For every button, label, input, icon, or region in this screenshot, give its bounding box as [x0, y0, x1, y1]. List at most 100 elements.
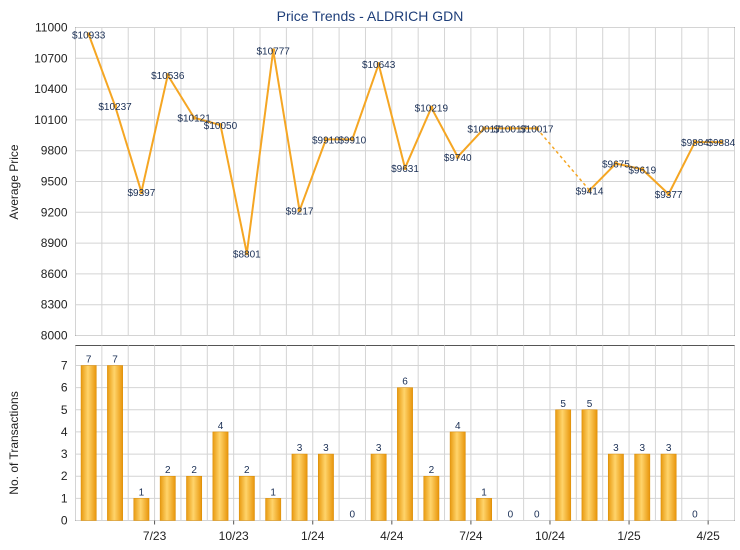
price-line-segment — [588, 162, 617, 192]
transactions-ytick-label: 5 — [61, 403, 68, 417]
chart-title: Price Trends - ALDRICH GDN — [277, 8, 464, 24]
price-data-label: $10237 — [98, 102, 132, 113]
price-data-label: $10050 — [204, 121, 238, 132]
price-point — [455, 154, 460, 159]
transaction-bar-label: 3 — [376, 443, 382, 454]
transaction-bar-label: 6 — [402, 377, 408, 388]
transaction-bar — [318, 453, 334, 521]
price-point — [86, 32, 91, 37]
transactions-xtick-label: 7/23 — [143, 529, 167, 543]
price-data-label: $9377 — [655, 190, 683, 201]
price-data-label: $9217 — [286, 207, 314, 218]
transactions-xtick-label: 7/24 — [459, 529, 483, 543]
price-line-segment — [87, 34, 116, 107]
price-data-label: $9675 — [602, 160, 630, 171]
transaction-bar-label: 1 — [270, 487, 276, 498]
price-ytick-label: 8000 — [41, 329, 68, 343]
transaction-bar-label: 7 — [112, 355, 118, 366]
price-point — [692, 140, 697, 145]
price-data-label: $10017 — [467, 124, 501, 135]
transaction-bar — [476, 498, 492, 521]
transaction-bar-label: 2 — [165, 465, 171, 476]
transaction-bar — [555, 409, 572, 521]
transaction-bar — [238, 475, 255, 521]
price-point — [376, 62, 381, 67]
transaction-bar-label: 4 — [455, 421, 461, 432]
price-point — [429, 105, 434, 110]
transactions-xtick-label: 4/25 — [696, 529, 720, 543]
price-line-segment — [404, 107, 433, 169]
price-data-label: $10777 — [257, 46, 291, 57]
transaction-bar-label: 0 — [349, 510, 355, 521]
transactions-xtick-label: 10/23 — [219, 529, 249, 543]
transaction-bar-label: 3 — [613, 443, 619, 454]
price-line-segment — [245, 50, 275, 254]
price-line-segment — [430, 107, 459, 158]
price-point — [165, 73, 170, 78]
transaction-bar-label: 2 — [429, 465, 435, 476]
price-data-label: $9619 — [628, 165, 656, 176]
price-data-label: $9414 — [576, 186, 604, 197]
price-point — [666, 192, 671, 197]
transaction-bar — [133, 498, 150, 521]
transactions-ytick-label: 2 — [61, 469, 68, 483]
transaction-bar — [397, 387, 413, 521]
transactions-ytick-label: 4 — [61, 425, 68, 439]
price-line-gap-segment — [536, 127, 591, 191]
price-data-label: $10933 — [72, 30, 106, 41]
transactions-plot: 0 1 2 3 4 5 6 7 No. of Transactions 7 7 1 2 2 4 2 1 3 3 0… — [7, 345, 735, 543]
price-point — [297, 208, 302, 213]
price-point — [508, 126, 513, 131]
price-ytick-label: 8600 — [41, 267, 68, 281]
price-data-label: $10121 — [177, 114, 211, 125]
price-point — [350, 137, 355, 142]
price-line-segment — [193, 116, 221, 126]
transactions-xtick-label: 10/24 — [535, 529, 565, 543]
transaction-bar-label: 0 — [692, 510, 698, 521]
price-data-label: $8801 — [233, 249, 261, 260]
price-ytick-label: 9200 — [41, 205, 68, 219]
price-point — [244, 251, 249, 256]
price-ytick-label: 9500 — [41, 175, 68, 189]
price-ytick-label: 10100 — [34, 113, 68, 127]
price-line-segment — [641, 168, 670, 195]
price-data-label: $9884 — [707, 138, 735, 149]
transaction-bar-label: 3 — [666, 443, 672, 454]
transaction-bar-label: 5 — [587, 399, 593, 410]
price-ytick-label: 8900 — [41, 236, 68, 250]
price-data-label: $10017 — [520, 124, 554, 135]
price-data-label: $9631 — [391, 164, 419, 175]
price-point — [139, 190, 144, 195]
price-line-segment — [219, 124, 248, 254]
transaction-bar-label: 0 — [508, 510, 514, 521]
transaction-bar — [212, 431, 229, 521]
price-data-label: $9884 — [681, 138, 709, 149]
price-line-segment — [351, 63, 380, 140]
transaction-bar — [186, 475, 203, 521]
transaction-bar-label: 3 — [323, 443, 329, 454]
price-data-label: $9910 — [312, 135, 340, 146]
price-line-segment — [667, 141, 696, 195]
price-point — [113, 103, 118, 108]
transactions-ytick-label: 1 — [61, 491, 68, 505]
price-data-label: $10536 — [151, 71, 185, 82]
price-point — [534, 126, 539, 131]
price-ytick-label: 10700 — [34, 51, 68, 65]
transaction-bar — [423, 475, 440, 521]
price-point — [218, 123, 223, 128]
transaction-bar — [370, 453, 387, 521]
transaction-bar-label: 3 — [297, 443, 303, 454]
transactions-xtick-label: 1/25 — [617, 529, 641, 543]
transaction-bar — [607, 453, 624, 521]
price-point — [640, 167, 645, 172]
price-point — [587, 188, 592, 193]
transaction-bar — [291, 453, 308, 521]
transaction-bar — [159, 475, 176, 521]
price-point — [403, 166, 407, 171]
price-data-label: $9910 — [338, 135, 366, 146]
price-point — [719, 140, 724, 145]
price-ytick-label: 10400 — [34, 82, 68, 96]
price-data-label: $10219 — [415, 104, 449, 115]
price-line-segment — [272, 50, 301, 211]
transactions-ytick-label: 0 — [61, 514, 68, 528]
